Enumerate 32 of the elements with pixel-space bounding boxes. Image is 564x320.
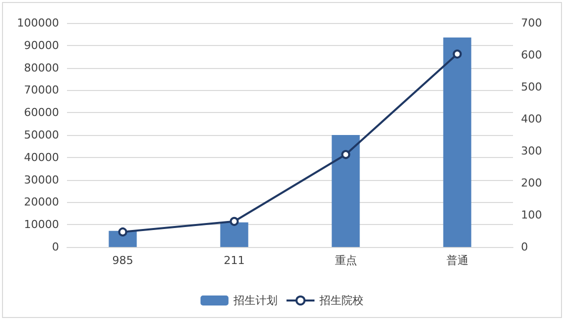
x-tick-label: 普通 <box>446 254 468 267</box>
x-tick-label: 985 <box>112 254 134 267</box>
point <box>341 150 350 160</box>
y-tick-label: 10000 <box>24 218 59 232</box>
y2-tick-label: 600 <box>521 48 542 62</box>
y2-tick-label: 100 <box>521 208 542 222</box>
y-tick-label: 70000 <box>24 84 59 97</box>
y2-tick-label: 200 <box>521 176 542 190</box>
point <box>230 216 239 226</box>
point <box>452 50 462 59</box>
y-tick-label: 80000 <box>24 61 59 74</box>
x-tick-label: 重点 <box>334 254 357 267</box>
point <box>118 227 128 236</box>
y2-tick-label: 700 <box>521 16 542 30</box>
y-tick-label: 100000 <box>17 16 59 30</box>
bar <box>443 38 472 247</box>
legend-label: 招生院校 <box>318 294 364 307</box>
y-tick-label: 60000 <box>24 106 59 120</box>
bar <box>332 135 360 247</box>
y2-tick-label: 300 <box>521 144 542 158</box>
y2-tick-label: 0 <box>521 240 528 254</box>
y-tick-label: 30000 <box>24 173 59 186</box>
y-tick-label: 20000 <box>24 196 59 209</box>
y-tick-label: 90000 <box>24 38 59 52</box>
bar <box>220 222 248 247</box>
y2-tick-label: 500 <box>521 80 542 94</box>
x-tick-label: 211 <box>224 254 245 267</box>
y-tick-label: 0 <box>52 240 59 254</box>
y2-tick-label: 400 <box>521 112 542 126</box>
y-tick-label: 50000 <box>24 128 59 142</box>
y-tick-label: 40000 <box>24 150 59 164</box>
legend-label: 招生计划 <box>232 294 278 307</box>
